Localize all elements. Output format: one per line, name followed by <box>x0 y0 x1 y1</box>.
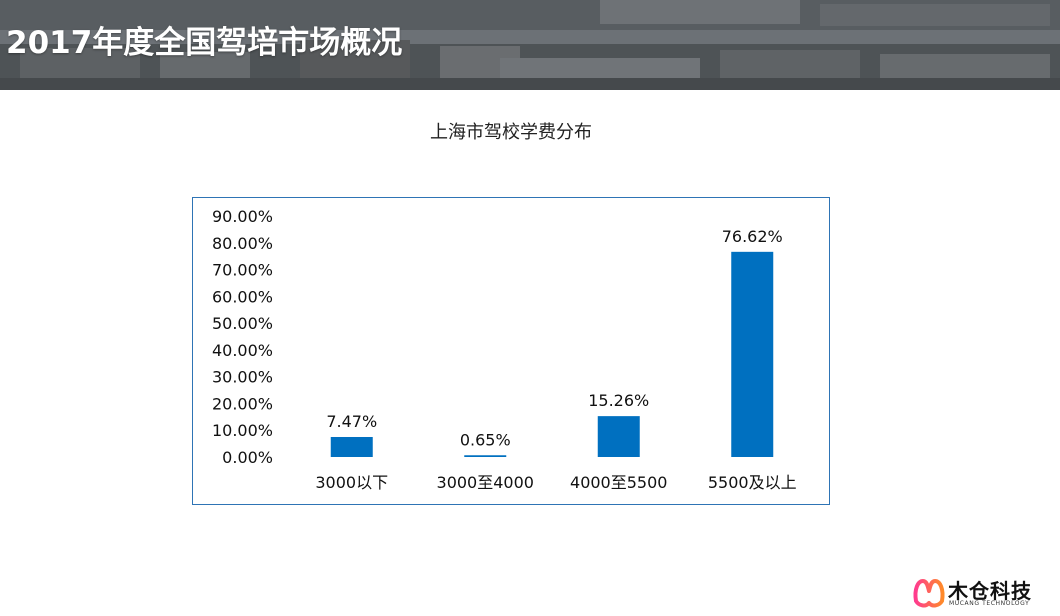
bar-value-label: 7.47% <box>326 412 377 431</box>
logo-name-cn: 木仓科技 <box>948 579 1032 603</box>
y-tick-label: 0.00% <box>222 448 273 467</box>
y-tick-label: 70.00% <box>212 261 273 280</box>
company-logo: 木仓科技 MUCANG TECHNOLOGY <box>912 573 1052 613</box>
y-tick-label: 60.00% <box>212 287 273 306</box>
bar <box>731 251 774 457</box>
logo-m-icon <box>913 579 945 608</box>
y-tick-label: 80.00% <box>212 234 273 253</box>
bar-value-label: 76.62% <box>722 227 783 246</box>
chart-frame: 0.00% 10.00% 20.00% 30.00% 40.00% 50.00% 60.00… <box>192 197 830 505</box>
x-category-label: 3000至4000 <box>437 473 534 492</box>
y-tick-label: 90.00% <box>212 207 273 226</box>
x-category-label: 4000至5500 <box>570 473 667 492</box>
chart-title: 上海市驾校学费分布 <box>430 122 592 143</box>
y-tick-label: 30.00% <box>212 368 273 387</box>
page-title: 2017年度全国驾培市场概况 <box>6 25 403 61</box>
bar <box>464 455 507 457</box>
bar-value-label: 0.65% <box>460 430 511 449</box>
y-tick-label: 50.00% <box>212 314 273 333</box>
x-category-label: 3000以下 <box>315 473 388 492</box>
header-banner: 2017年度全国驾培市场概况 <box>0 0 1060 90</box>
bar-chart: 0.00% 10.00% 20.00% 30.00% 40.00% 50.00% 60.00… <box>212 207 797 492</box>
bar <box>330 436 373 457</box>
y-tick-label: 40.00% <box>212 341 273 360</box>
city-skyline-background <box>0 0 1060 90</box>
y-tick-label: 10.00% <box>212 421 273 440</box>
bar <box>597 416 640 457</box>
logo-name-en: MUCANG TECHNOLOGY <box>949 600 1030 607</box>
bar-value-label: 15.26% <box>588 391 649 410</box>
y-tick-label: 20.00% <box>212 394 273 413</box>
x-category-label: 5500及以上 <box>708 473 797 492</box>
